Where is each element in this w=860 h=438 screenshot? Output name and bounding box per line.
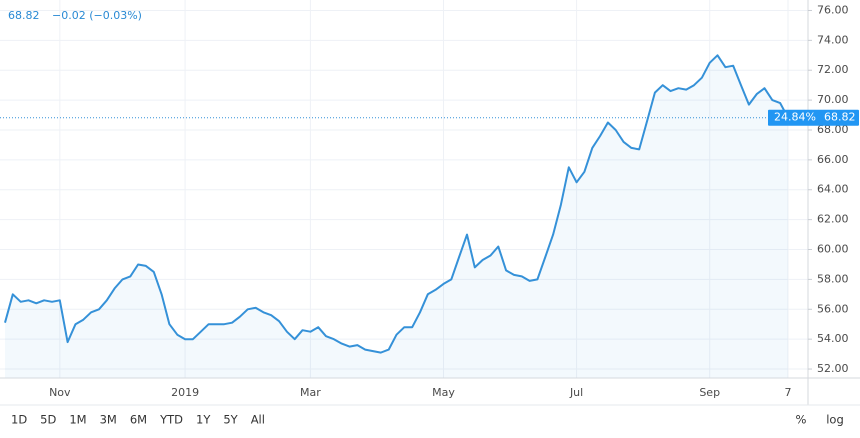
last-percent: 24.84% [774, 111, 816, 124]
header-change: −0.02 (−0.03%) [52, 9, 142, 22]
x-tick-label: 7 [785, 386, 792, 399]
y-tick-label: 66.00 [817, 153, 849, 166]
y-tick-label: 76.00 [817, 3, 849, 16]
range-button[interactable]: 1M [69, 413, 86, 427]
y-tick-label: 72.00 [817, 63, 849, 76]
percent-toggle[interactable]: % [796, 413, 807, 427]
price-line [4, 54, 789, 354]
x-tick-label: Nov [49, 386, 71, 399]
range-button[interactable]: YTD [159, 413, 183, 427]
last-price: 68.82 [824, 111, 856, 124]
range-button[interactable]: 1D [11, 413, 27, 427]
y-tick-label: 64.00 [817, 183, 849, 196]
range-button[interactable]: 5D [40, 413, 56, 427]
x-tick-label: Jul [569, 386, 583, 399]
log-toggle[interactable]: log [826, 413, 844, 427]
y-tick-label: 62.00 [817, 213, 849, 226]
y-tick-label: 68.00 [817, 123, 849, 136]
last-price-box [768, 109, 859, 126]
plot [0, 0, 808, 379]
x-tick-label: Sep [699, 386, 720, 399]
y-tick-label: 54.00 [817, 332, 849, 345]
y-tick-label: 58.00 [817, 272, 849, 285]
range-button[interactable]: 3M [100, 413, 117, 427]
y-tick-label: 60.00 [817, 243, 849, 256]
range-button[interactable]: 5Y [223, 413, 238, 427]
header-price: 68.82 [8, 9, 40, 22]
area [5, 55, 788, 379]
x-tick-label: 2019 [171, 386, 199, 399]
x-tick-label: May [432, 386, 455, 399]
range-button[interactable]: 6M [130, 413, 147, 427]
y-tick-label: 70.00 [817, 93, 849, 106]
y-tick-label: 74.00 [817, 33, 849, 46]
range-button[interactable]: All [251, 413, 265, 427]
x-tick-label: Mar [300, 386, 321, 399]
range-button[interactable]: 1Y [196, 413, 211, 427]
y-tick-label: 52.00 [817, 362, 849, 375]
y-tick-label: 56.00 [817, 302, 849, 315]
